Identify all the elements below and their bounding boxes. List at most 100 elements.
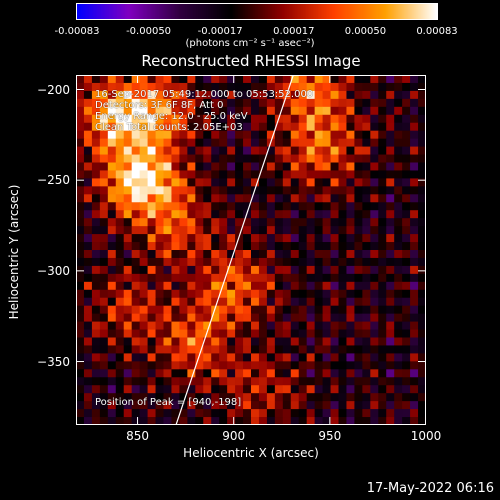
image-pixel	[410, 385, 419, 394]
image-pixel	[346, 170, 355, 179]
image-pixel	[306, 194, 316, 203]
image-pixel	[402, 417, 411, 425]
image-pixel	[235, 250, 244, 259]
image-pixel	[386, 218, 395, 227]
image-pixel	[274, 305, 284, 315]
image-pixel	[187, 130, 196, 140]
image-pixel	[251, 401, 260, 410]
image-pixel	[195, 377, 204, 386]
image-pixel	[402, 162, 411, 171]
image-pixel	[227, 250, 236, 259]
image-pixel	[179, 234, 188, 243]
image-pixel	[107, 82, 117, 92]
image-pixel	[306, 75, 316, 84]
image-pixel	[171, 202, 180, 211]
image-pixel	[235, 122, 244, 132]
image-pixel	[282, 369, 292, 378]
image-pixel	[187, 242, 196, 251]
image-pixel	[243, 369, 252, 378]
image-pixel	[322, 154, 331, 163]
image-pixel	[115, 345, 125, 354]
image-pixel	[171, 393, 180, 402]
image-pixel	[410, 202, 419, 211]
image-pixel	[179, 377, 188, 386]
image-pixel	[147, 90, 156, 100]
image-pixel	[402, 122, 411, 132]
image-pixel	[354, 329, 363, 338]
image-pixel	[131, 417, 141, 425]
image-pixel	[251, 210, 260, 219]
image-pixel	[155, 162, 164, 171]
image-pixel	[227, 186, 236, 195]
image-pixel	[99, 138, 109, 147]
image-pixel	[402, 234, 411, 243]
image-pixel	[274, 409, 284, 418]
image-pixel	[107, 393, 117, 402]
image-pixel	[258, 130, 268, 140]
image-pixel	[203, 138, 212, 147]
image-pixel	[131, 154, 141, 163]
image-pixel	[410, 170, 419, 179]
image-pixel	[418, 401, 426, 410]
image-pixel	[179, 321, 188, 330]
image-pixel	[107, 122, 117, 132]
image-pixel	[274, 82, 284, 92]
image-pixel	[235, 98, 244, 108]
image-pixel	[219, 273, 228, 283]
image-pixel	[179, 130, 188, 140]
image-pixel	[187, 329, 196, 338]
x-axis-label: Heliocentric X (arcsec)	[183, 446, 319, 460]
image-pixel	[99, 305, 109, 315]
image-pixel	[99, 265, 109, 275]
image-pixel	[410, 194, 419, 203]
image-pixel	[91, 162, 101, 171]
image-pixel	[211, 202, 220, 211]
image-pixel	[107, 273, 117, 283]
image-pixel	[370, 265, 379, 275]
image-pixel	[386, 401, 395, 410]
image-pixel	[290, 186, 300, 195]
image-pixel	[99, 226, 109, 235]
image-pixel	[171, 289, 180, 299]
image-pixel	[402, 114, 411, 124]
image-pixel	[195, 353, 204, 362]
image-pixel	[76, 353, 85, 362]
image-pixel	[322, 122, 331, 132]
image-pixel	[322, 90, 331, 100]
image-pixel	[235, 257, 244, 267]
image-pixel	[155, 305, 164, 315]
image-pixel	[394, 321, 403, 330]
image-pixel	[274, 353, 284, 362]
image-pixel	[251, 297, 260, 307]
image-pixel	[115, 329, 125, 338]
image-pixel	[354, 154, 363, 163]
image-pixel	[258, 210, 268, 219]
image-pixel	[163, 82, 172, 92]
image-pixel	[107, 194, 117, 203]
image-pixel	[258, 377, 268, 386]
image-pixel	[147, 289, 156, 299]
image-pixel	[235, 393, 244, 402]
image-pixel	[211, 257, 220, 267]
image-pixel	[99, 146, 109, 155]
image-pixel	[314, 329, 323, 338]
image-pixel	[155, 82, 164, 92]
image-pixel	[274, 210, 284, 219]
image-pixel	[282, 417, 292, 425]
image-pixel	[139, 417, 148, 425]
colorbar	[76, 3, 438, 20]
image-pixel	[131, 138, 141, 147]
image-pixel	[219, 98, 228, 108]
image-pixel	[195, 393, 204, 402]
image-pixel	[282, 289, 292, 299]
image-pixel	[410, 234, 419, 243]
image-pixel	[282, 361, 292, 370]
image-pixel	[171, 321, 180, 330]
image-pixel	[139, 385, 148, 394]
image-pixel	[290, 377, 300, 386]
image-pixel	[147, 146, 156, 155]
image-pixel	[227, 210, 236, 219]
image-pixel	[362, 130, 371, 140]
image-pixel	[251, 409, 260, 418]
image-pixel	[378, 98, 387, 108]
